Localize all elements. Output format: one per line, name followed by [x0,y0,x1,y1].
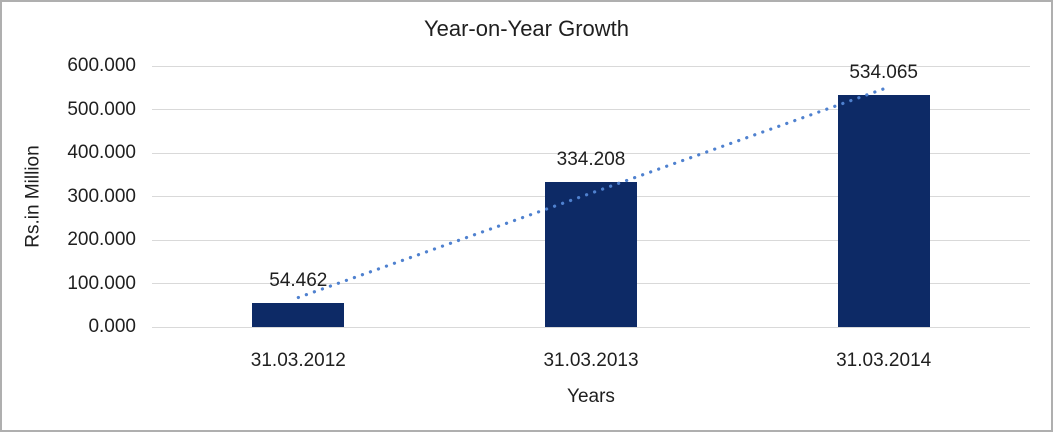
bar [252,303,345,327]
y-tick-label: 600.000 [67,55,136,76]
x-category-label: 31.03.2014 [836,350,932,371]
y-tick-label: 100.000 [67,272,136,294]
gridline [152,326,1030,328]
chart-title: Year-on-Year Growth [423,16,630,41]
x-category-label: 31.03.2013 [543,350,639,371]
y-tick-label: 0.000 [88,316,136,337]
y-tick-label: 200.000 [67,229,136,250]
y-tick-label: 400.000 [67,142,136,163]
bar-value-label: 334.208 [556,148,626,170]
y-tick-label: 300.000 [67,185,136,207]
bar [837,94,930,327]
y-tick-label: 500.000 [67,98,136,120]
gridline [152,65,1030,67]
bar-value-label: 534.065 [849,61,918,83]
x-axis-title: Years [567,386,615,407]
bar-value-label: 54.462 [269,270,328,292]
x-category-label: 31.03.2012 [250,350,346,371]
bar [545,181,637,327]
